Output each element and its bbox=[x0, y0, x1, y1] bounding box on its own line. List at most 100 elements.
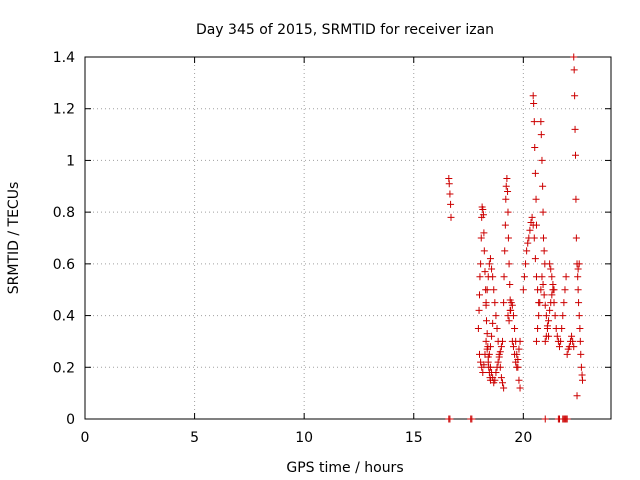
data-point bbox=[532, 195, 540, 203]
data-point bbox=[573, 392, 581, 400]
data-point bbox=[477, 260, 485, 268]
data-point bbox=[568, 332, 576, 340]
data-point bbox=[489, 319, 497, 327]
grid bbox=[85, 57, 611, 419]
data-point bbox=[508, 337, 516, 345]
data-point bbox=[571, 151, 579, 159]
data-point bbox=[574, 273, 582, 281]
data-point bbox=[495, 353, 503, 361]
data-point bbox=[531, 144, 539, 151]
data-point bbox=[500, 273, 508, 281]
x-axis-label: GPS time / hours bbox=[286, 460, 403, 476]
data-point bbox=[562, 273, 570, 281]
data-point bbox=[480, 247, 488, 255]
data-point bbox=[468, 415, 476, 423]
data-point bbox=[480, 229, 488, 237]
data-point bbox=[516, 337, 524, 345]
data-point bbox=[541, 301, 549, 309]
data-point bbox=[538, 273, 546, 281]
data-point bbox=[493, 325, 501, 332]
data-point bbox=[559, 312, 567, 320]
data-point bbox=[579, 376, 587, 384]
data-point bbox=[493, 363, 501, 371]
data-point bbox=[561, 286, 569, 294]
data-point bbox=[482, 337, 490, 345]
data-point bbox=[479, 368, 487, 376]
data-point bbox=[446, 415, 454, 423]
data-point bbox=[546, 260, 554, 268]
data-point bbox=[535, 312, 543, 320]
data-point bbox=[502, 182, 510, 190]
data-point bbox=[480, 361, 488, 369]
y-tick-label: 0.2 bbox=[53, 360, 75, 376]
data-point bbox=[506, 281, 514, 289]
data-point bbox=[575, 260, 583, 268]
data-point bbox=[531, 169, 539, 177]
data-point bbox=[476, 273, 484, 281]
data-point bbox=[475, 306, 483, 314]
data-point bbox=[477, 234, 485, 242]
data-point bbox=[570, 343, 578, 351]
data-point bbox=[548, 291, 556, 299]
x-tick-label: 20 bbox=[514, 430, 532, 446]
data-point bbox=[483, 286, 491, 294]
data-points bbox=[445, 53, 587, 423]
data-point bbox=[545, 317, 553, 325]
data-point bbox=[530, 234, 538, 242]
data-point bbox=[546, 306, 554, 314]
data-point bbox=[502, 195, 510, 203]
data-point bbox=[483, 317, 491, 325]
data-point bbox=[482, 299, 490, 307]
data-point bbox=[496, 348, 504, 356]
data-point bbox=[539, 234, 547, 242]
data-point bbox=[500, 299, 508, 307]
data-point bbox=[553, 332, 561, 340]
data-point bbox=[570, 53, 578, 61]
data-point bbox=[503, 175, 511, 183]
data-point bbox=[491, 376, 499, 384]
data-point bbox=[575, 312, 583, 320]
x-tick-label: 0 bbox=[81, 430, 90, 446]
data-point bbox=[476, 291, 483, 299]
y-tick-label: 0.6 bbox=[53, 257, 75, 273]
data-point bbox=[483, 330, 491, 338]
data-point bbox=[536, 299, 544, 307]
data-point bbox=[577, 363, 585, 371]
data-point bbox=[506, 306, 514, 314]
data-point bbox=[494, 358, 502, 366]
data-point bbox=[531, 255, 539, 263]
data-point bbox=[576, 337, 584, 345]
x-tick-label: 15 bbox=[405, 430, 423, 446]
data-point bbox=[479, 206, 487, 214]
data-point bbox=[474, 325, 482, 332]
data-point bbox=[569, 337, 577, 345]
data-point bbox=[526, 226, 534, 234]
data-point bbox=[542, 312, 550, 320]
data-point bbox=[519, 286, 527, 294]
data-point bbox=[501, 221, 509, 229]
data-point bbox=[537, 131, 545, 139]
data-point bbox=[539, 208, 547, 216]
data-point bbox=[539, 182, 547, 190]
data-point bbox=[551, 312, 559, 320]
data-point bbox=[542, 332, 550, 340]
y-tick-label: 1.4 bbox=[53, 50, 75, 66]
data-point bbox=[550, 286, 558, 294]
data-point bbox=[532, 337, 540, 345]
data-point bbox=[484, 358, 492, 366]
data-point bbox=[488, 332, 496, 340]
data-point bbox=[514, 356, 522, 364]
data-point bbox=[511, 325, 519, 332]
data-point bbox=[447, 200, 455, 208]
data-point bbox=[516, 384, 524, 392]
y-tick-label: 0.8 bbox=[53, 205, 75, 221]
data-point bbox=[497, 374, 505, 382]
data-point bbox=[532, 221, 540, 229]
data-point bbox=[523, 247, 531, 255]
data-point bbox=[577, 350, 585, 358]
plot-frame bbox=[84, 56, 612, 420]
data-point bbox=[511, 350, 519, 358]
data-point bbox=[541, 337, 549, 345]
